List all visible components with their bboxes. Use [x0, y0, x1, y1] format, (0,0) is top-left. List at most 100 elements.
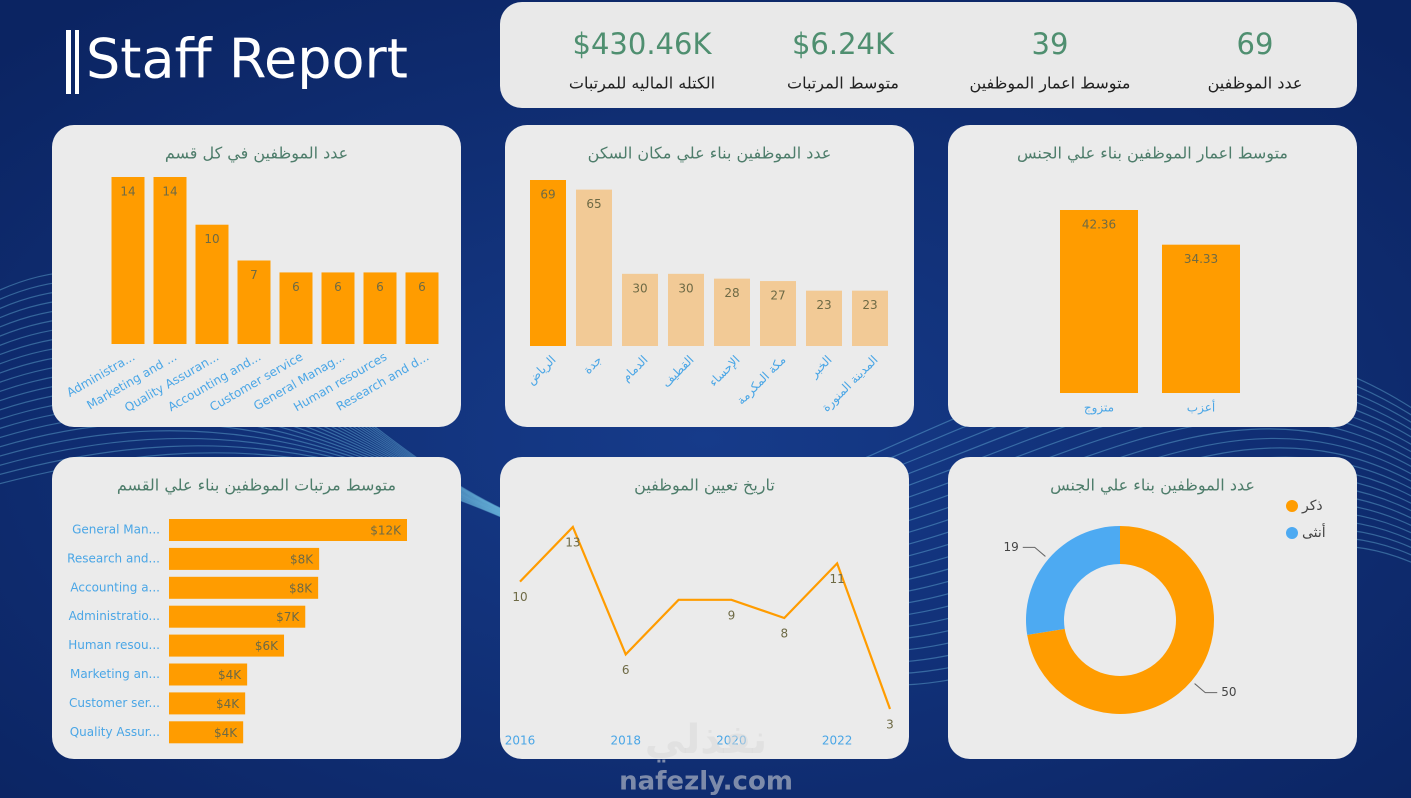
data-label: 14	[120, 185, 135, 199]
data-label: $7K	[276, 610, 300, 624]
bar	[1060, 210, 1138, 393]
y-tick-label: Marketing an...	[70, 667, 160, 681]
data-label: 69	[540, 188, 555, 202]
bar	[363, 272, 397, 344]
leader-line	[1194, 683, 1218, 694]
bar	[714, 278, 750, 346]
page-title: Staff Report	[86, 28, 408, 91]
data-label: 14	[162, 185, 177, 199]
data-label: 6	[334, 280, 342, 294]
data-label: 6	[376, 280, 384, 294]
data-label: 9	[728, 608, 736, 622]
bar	[405, 272, 439, 344]
donut-slice	[1026, 526, 1120, 635]
chart-panel	[500, 457, 909, 759]
x-tick-label: 2022	[822, 734, 853, 748]
bar	[195, 224, 229, 344]
y-tick-label: Research and...	[67, 551, 160, 565]
title-bar	[66, 30, 71, 94]
data-label: 34.33	[1184, 252, 1218, 266]
bar	[622, 273, 658, 346]
data-label: $8K	[290, 552, 314, 566]
kpi-label: متوسط اعمار الموظفين	[970, 74, 1131, 94]
y-tick-label: Customer ser...	[69, 696, 160, 710]
chart-title: عدد الموظفين في كل قسم	[165, 144, 348, 164]
kpi-value: 69	[1237, 27, 1274, 61]
bar	[321, 272, 355, 344]
bar	[169, 576, 319, 599]
data-label: 23	[816, 298, 831, 312]
kpi-panel	[500, 2, 1357, 108]
data-label: $4K	[218, 668, 242, 682]
bar	[279, 272, 313, 344]
data-label: $4K	[216, 697, 240, 711]
chart-title: متوسط مرتبات الموظفين بناء علي القسم	[117, 476, 396, 496]
data-label: 6	[622, 663, 630, 677]
bar	[169, 692, 246, 715]
data-label: 8	[780, 627, 788, 641]
bar	[576, 189, 612, 346]
bar	[169, 663, 248, 686]
legend-label: أنثى	[1302, 523, 1326, 541]
data-label: 42.36	[1082, 218, 1116, 232]
x-tick-label: 2018	[610, 734, 641, 748]
watermark-latin: nafezly.com	[619, 767, 793, 797]
data-label: $4K	[214, 726, 238, 740]
bar	[852, 290, 888, 346]
kpi-value: $6.24K	[792, 27, 895, 61]
legend-label: ذكر	[1301, 498, 1323, 514]
data-label: 11	[830, 572, 845, 586]
donut-slice	[1027, 526, 1214, 714]
data-label: 6	[292, 280, 300, 294]
bar	[169, 519, 407, 541]
chart-title: تاريخ تعيين الموظفين	[634, 476, 775, 496]
x-tick-label: 2020	[716, 734, 747, 748]
leader-line	[1022, 546, 1046, 557]
data-label: 13	[565, 536, 580, 550]
data-label: 28	[724, 286, 739, 300]
y-tick-label: Quality Assur...	[70, 725, 160, 739]
data-label: 7	[250, 268, 258, 282]
y-tick-label: Human resou...	[68, 638, 160, 652]
data-label: 23	[862, 298, 877, 312]
chart-title: متوسط اعمار الموظفين بناء علي الجنس	[1017, 144, 1288, 164]
bar	[111, 177, 145, 344]
bar	[760, 281, 796, 346]
data-label: 3	[886, 718, 894, 732]
x-tick-label: 2016	[505, 734, 536, 748]
data-label: $6K	[255, 639, 279, 653]
bar	[169, 547, 320, 570]
bar	[237, 260, 271, 344]
bar	[169, 605, 306, 628]
kpi-label: عدد الموظفين	[1208, 74, 1303, 94]
data-label: 30	[678, 281, 693, 295]
kpi-label: متوسط المرتبات	[787, 74, 899, 94]
data-label: 50	[1221, 685, 1236, 699]
kpi-label: الكتله الماليه للمرتبات	[569, 74, 715, 94]
bar	[668, 273, 704, 346]
chart-panel	[948, 457, 1357, 759]
data-label: 19	[1003, 540, 1018, 554]
line	[519, 525, 892, 710]
bar	[169, 634, 285, 657]
y-tick-label: Accounting a...	[70, 580, 160, 594]
title-bar	[75, 30, 79, 94]
chart-title: عدد الموظفين بناء علي الجنس	[1050, 476, 1255, 496]
data-label: $12K	[370, 524, 402, 538]
data-label: 65	[586, 197, 601, 211]
data-label: 30	[632, 281, 647, 295]
data-label: $8K	[289, 581, 313, 595]
bar	[153, 177, 187, 344]
data-label: 27	[770, 289, 785, 303]
legend-swatch	[1286, 500, 1298, 512]
bar	[530, 180, 566, 346]
kpi-value: 39	[1032, 27, 1069, 61]
chart-title: عدد الموظفين بناء علي مكان السكن	[588, 144, 832, 164]
x-tick-label: متزوج	[1084, 401, 1114, 416]
y-tick-label: General Man...	[72, 523, 160, 537]
x-tick-label: أعزب	[1187, 400, 1215, 416]
data-label: 10	[204, 232, 219, 246]
